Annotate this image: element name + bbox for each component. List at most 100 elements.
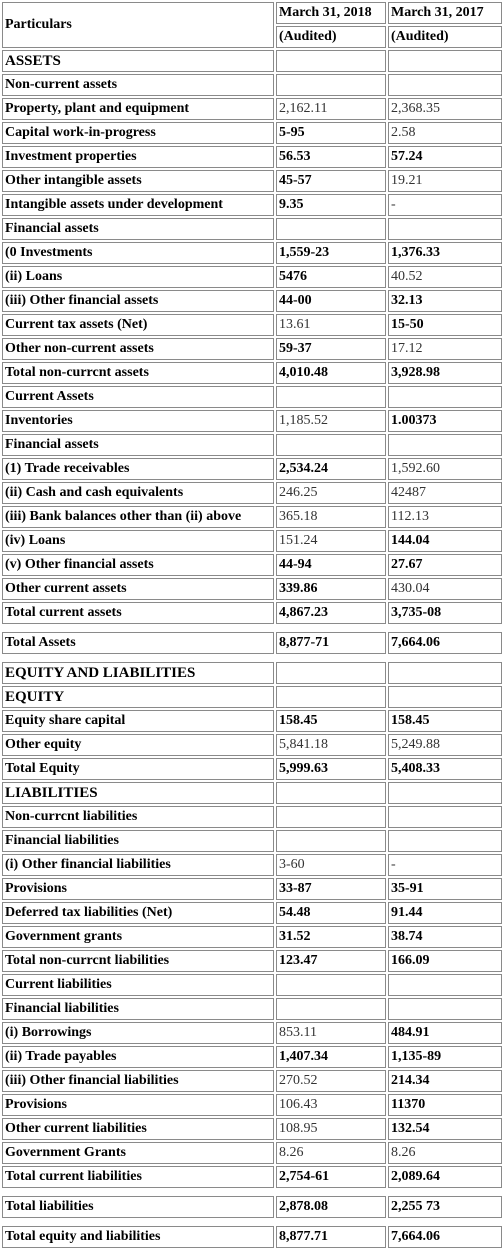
value-2017: 7,664.06	[388, 1226, 502, 1248]
table-row: Total non-currcnt liabilities 123.47 166.0…	[2, 950, 502, 972]
value-2018: 246.25	[276, 482, 386, 504]
value-2017: 144.04	[388, 530, 502, 552]
value-2017: 5,249.88	[388, 734, 502, 756]
value-2017: 91.44	[388, 902, 502, 924]
row-label: Current liabilities	[2, 974, 274, 996]
table-row: Capital work-in-progress 5-95 2.58	[2, 122, 502, 144]
row-label: Other current assets	[2, 578, 274, 600]
value-2017	[388, 830, 502, 852]
row-label: (i) Other financial liabilities	[2, 854, 274, 876]
row-label: Provisions	[2, 878, 274, 900]
row-label: (iii) Other financial liabilities	[2, 1070, 274, 1092]
value-2018: 8,877.71	[276, 1226, 386, 1248]
row-label: (0 Investments	[2, 242, 274, 264]
value-2017	[388, 218, 502, 240]
table-row: Total non-currcnt assets 4,010.48 3,928.98	[2, 362, 502, 384]
gap-cell	[276, 626, 386, 630]
gap-cell	[2, 1220, 274, 1224]
row-label: Non-currcnt liabilities	[2, 806, 274, 828]
value-2017: 112.13	[388, 506, 502, 528]
table-row: Government Grants 8.26 8.26	[2, 1142, 502, 1164]
row-label: (v) Other financial assets	[2, 554, 274, 576]
value-2018: 1,559-23	[276, 242, 386, 264]
col2-audited-note: (Audited)	[388, 26, 502, 48]
table-row: Financial liabilities	[2, 998, 502, 1020]
table-row: Total Equity 5,999.63 5,408.33	[2, 758, 502, 780]
value-2018: 13.61	[276, 314, 386, 336]
value-2017	[388, 74, 502, 96]
value-2018: 4,010.48	[276, 362, 386, 384]
row-label: Total current liabilities	[2, 1166, 274, 1188]
row-label: Other intangible assets	[2, 170, 274, 192]
value-2017	[388, 998, 502, 1020]
table-row: EQUITY AND LIABILITIES	[2, 662, 502, 684]
row-label: Current tax assets (Net)	[2, 314, 274, 336]
row-label: Government Grants	[2, 1142, 274, 1164]
row-label: Total non-currcnt liabilities	[2, 950, 274, 972]
row-label: (i) Borrowings	[2, 1022, 274, 1044]
row-label: (ii) Cash and cash equivalents	[2, 482, 274, 504]
row-label: Other current liabilities	[2, 1118, 274, 1140]
gap-cell	[2, 626, 274, 630]
row-label: Provisions	[2, 1094, 274, 1116]
value-2017	[388, 386, 502, 408]
table-row: (v) Other financial assets 44-94 27.67	[2, 554, 502, 576]
value-2018: 158.45	[276, 710, 386, 732]
table-row: Deferred tax liabilities (Net) 54.48 91.44	[2, 902, 502, 924]
value-2018: 106.43	[276, 1094, 386, 1116]
value-2018: 1,407.34	[276, 1046, 386, 1068]
table-row: Intangible assets under development 9.35-	[2, 194, 502, 216]
table-row: Financial assets	[2, 218, 502, 240]
row-label: Government grants	[2, 926, 274, 948]
value-2017: 57.24	[388, 146, 502, 168]
table-row: EQUITY	[2, 686, 502, 708]
gap-cell	[276, 1190, 386, 1194]
value-2017: 2,089.64	[388, 1166, 502, 1188]
table-row: Other current liabilities 108.95 132.54	[2, 1118, 502, 1140]
table-row: (ii) Loans 5476 40.52	[2, 266, 502, 288]
table-row: (iv) Loans 151.24 144.04	[2, 530, 502, 552]
value-2018: 56.53	[276, 146, 386, 168]
row-label: (1) Trade receivables	[2, 458, 274, 480]
value-2018	[276, 386, 386, 408]
row-label: Financial assets	[2, 434, 274, 456]
row-label: EQUITY AND LIABILITIES	[2, 662, 274, 684]
value-2017	[388, 974, 502, 996]
col2-date-header: March 31, 2017	[388, 2, 502, 24]
value-2017: 2.58	[388, 122, 502, 144]
table-row: (iii) Bank balances other than (ii) abov…	[2, 506, 502, 528]
value-2018: 853.11	[276, 1022, 386, 1044]
value-2017: -	[388, 854, 502, 876]
value-2018: 365.18	[276, 506, 386, 528]
value-2017: 132.54	[388, 1118, 502, 1140]
row-label: Deferred tax liabilities (Net)	[2, 902, 274, 924]
value-2017: 11370	[388, 1094, 502, 1116]
value-2018: 3-60	[276, 854, 386, 876]
value-2018	[276, 74, 386, 96]
value-2018	[276, 806, 386, 828]
table-row: (i) Other financial liabilities 3-60-	[2, 854, 502, 876]
table-row: Provisions 106.43 11370	[2, 1094, 502, 1116]
row-label: (iv) Loans	[2, 530, 274, 552]
value-2017: 2,368.35	[388, 98, 502, 120]
table-row: Provisions 33-87 35-91	[2, 878, 502, 900]
table-row: (ii) Cash and cash equivalents 246.25 4248…	[2, 482, 502, 504]
value-2018: 45-57	[276, 170, 386, 192]
row-label: Total liabilities	[2, 1196, 274, 1218]
row-label: (iii) Other financial assets	[2, 290, 274, 312]
row-label: Intangible assets under development	[2, 194, 274, 216]
col1-audited-note: (Audited)	[276, 26, 386, 48]
row-label: Total current assets	[2, 602, 274, 624]
row-label: Total Assets	[2, 632, 274, 654]
value-2018	[276, 998, 386, 1020]
table-row: Total equity and liabilities 8,877.71 7,66…	[2, 1226, 502, 1248]
table-row: Equity share capital 158.45 158.45	[2, 710, 502, 732]
table-row: Other non-current assets 59-37 17.12	[2, 338, 502, 360]
value-2018: 31.52	[276, 926, 386, 948]
value-2018	[276, 662, 386, 684]
table-row: Other current assets 339.86 430.04	[2, 578, 502, 600]
table-row: LIABILITIES	[2, 782, 502, 804]
